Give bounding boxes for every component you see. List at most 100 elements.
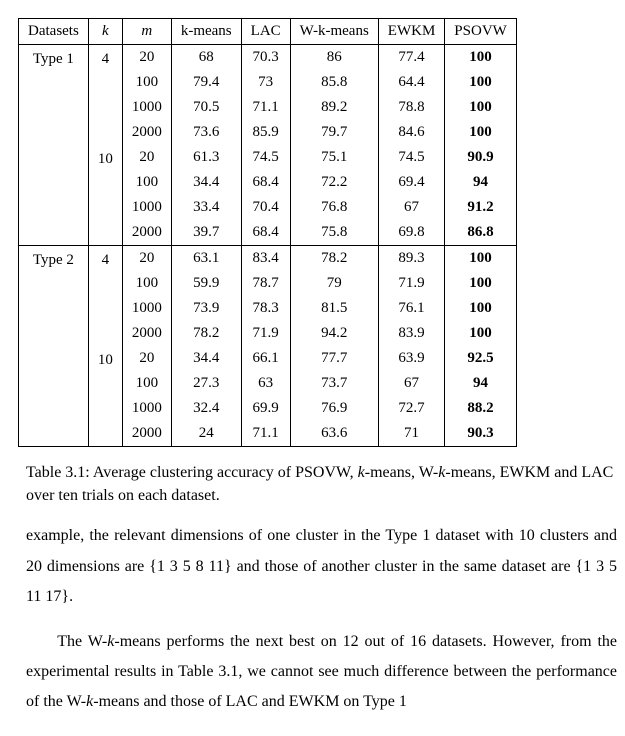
m-cell: 1000 [122,296,171,321]
ewkm-cell: 83.9 [378,321,445,346]
m-cell: 100 [122,371,171,396]
psovw-cell: 100 [445,271,517,296]
wkmeans-cell: 72.2 [290,170,378,195]
kmeans-cell: 63.1 [171,246,241,272]
lac-cell: 63 [241,371,290,396]
kmeans-cell: 39.7 [171,220,241,246]
ewkm-cell: 76.1 [378,296,445,321]
lac-cell: 73 [241,70,290,95]
wkmeans-cell: 73.7 [290,371,378,396]
k-cell: 10 [88,346,122,447]
psovw-cell: 100 [445,246,517,272]
psovw-cell: 94 [445,371,517,396]
m-cell: 1000 [122,195,171,220]
kmeans-cell: 33.4 [171,195,241,220]
ewkm-cell: 71 [378,421,445,447]
m-cell: 2000 [122,421,171,447]
m-cell: 100 [122,70,171,95]
psovw-cell: 100 [445,45,517,71]
ewkm-cell: 74.5 [378,145,445,170]
m-cell: 1000 [122,95,171,120]
psovw-cell: 100 [445,321,517,346]
accuracy-table: Datasetskmk-meansLACW-k-meansEWKMPSOVWTy… [18,18,517,447]
m-cell: 20 [122,145,171,170]
m-cell: 20 [122,246,171,272]
psovw-cell: 94 [445,170,517,195]
dataset-cell: Type 1 [19,45,89,246]
column-header: LAC [241,19,290,45]
m-cell: 2000 [122,120,171,145]
lac-cell: 71.1 [241,95,290,120]
caption-italic-k: k [358,464,365,481]
wkmeans-cell: 79 [290,271,378,296]
ewkm-cell: 89.3 [378,246,445,272]
ewkm-cell: 84.6 [378,120,445,145]
kmeans-cell: 79.4 [171,70,241,95]
wkmeans-cell: 75.8 [290,220,378,246]
lac-cell: 78.7 [241,271,290,296]
k-cell: 4 [88,246,122,347]
psovw-cell: 90.9 [445,145,517,170]
ewkm-cell: 72.7 [378,396,445,421]
column-header: PSOVW [445,19,517,45]
m-cell: 100 [122,170,171,195]
kmeans-cell: 78.2 [171,321,241,346]
wkmeans-cell: 75.1 [290,145,378,170]
kmeans-cell: 34.4 [171,170,241,195]
wkmeans-cell: 77.7 [290,346,378,371]
paragraph-text: example, the relevant dimensions of one … [26,527,617,605]
psovw-cell: 90.3 [445,421,517,447]
m-cell: 20 [122,346,171,371]
kmeans-cell: 73.9 [171,296,241,321]
body-paragraph: example, the relevant dimensions of one … [26,521,617,612]
ewkm-cell: 78.8 [378,95,445,120]
ewkm-cell: 67 [378,371,445,396]
lac-cell: 85.9 [241,120,290,145]
paragraph-text: -means and those of LAC and EWKM on Type… [93,693,407,710]
wkmeans-cell: 63.6 [290,421,378,447]
k-cell: 4 [88,45,122,146]
wkmeans-cell: 89.2 [290,95,378,120]
psovw-cell: 92.5 [445,346,517,371]
m-cell: 1000 [122,396,171,421]
psovw-cell: 100 [445,296,517,321]
kmeans-cell: 27.3 [171,371,241,396]
wkmeans-cell: 86 [290,45,378,71]
kmeans-cell: 24 [171,421,241,447]
column-header: k [88,19,122,45]
lac-cell: 68.4 [241,220,290,246]
lac-cell: 68.4 [241,170,290,195]
table-caption: Table 3.1: Average clustering accuracy o… [26,461,617,507]
k-cell: 10 [88,145,122,246]
psovw-cell: 100 [445,70,517,95]
lac-cell: 69.9 [241,396,290,421]
psovw-cell: 86.8 [445,220,517,246]
lac-cell: 66.1 [241,346,290,371]
wkmeans-cell: 78.2 [290,246,378,272]
ewkm-cell: 69.4 [378,170,445,195]
wkmeans-cell: 85.8 [290,70,378,95]
paragraph-text: The W- [57,633,107,650]
kmeans-cell: 32.4 [171,396,241,421]
ewkm-cell: 64.4 [378,70,445,95]
wkmeans-cell: 81.5 [290,296,378,321]
psovw-cell: 100 [445,120,517,145]
lac-cell: 71.1 [241,421,290,447]
ewkm-cell: 69.8 [378,220,445,246]
dataset-cell: Type 2 [19,246,89,447]
column-header: Datasets [19,19,89,45]
wkmeans-cell: 94.2 [290,321,378,346]
body-paragraph: The W-k-means performs the next best on … [26,627,617,718]
caption-text: -means, W- [365,464,438,481]
kmeans-cell: 70.5 [171,95,241,120]
m-cell: 20 [122,45,171,71]
kmeans-cell: 34.4 [171,346,241,371]
lac-cell: 83.4 [241,246,290,272]
kmeans-cell: 73.6 [171,120,241,145]
ewkm-cell: 67 [378,195,445,220]
ewkm-cell: 77.4 [378,45,445,71]
column-header: EWKM [378,19,445,45]
lac-cell: 71.9 [241,321,290,346]
column-header: W-k-means [290,19,378,45]
m-cell: 2000 [122,220,171,246]
